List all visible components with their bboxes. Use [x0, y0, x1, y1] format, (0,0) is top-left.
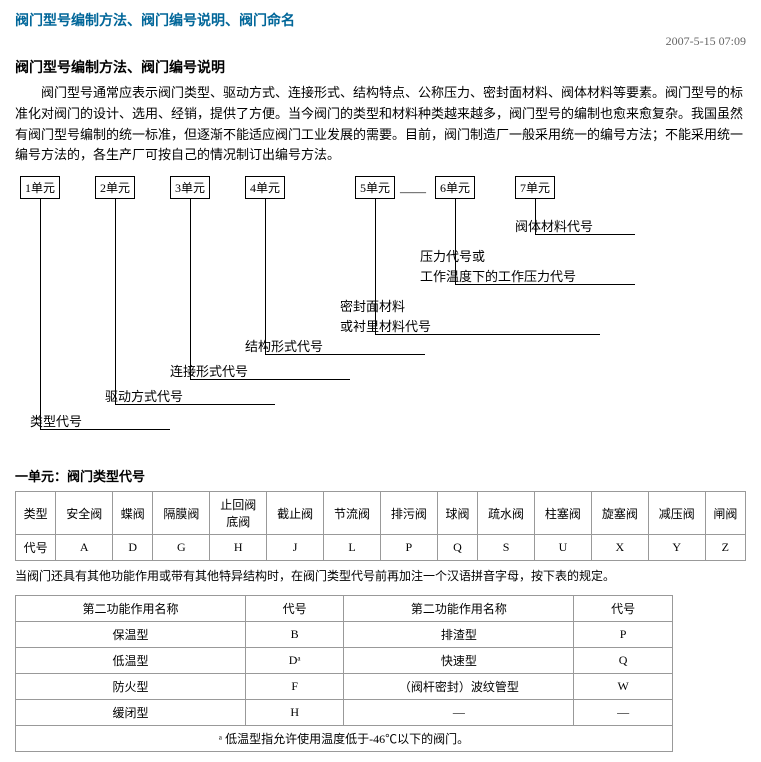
t2-cell: Dᵃ	[245, 648, 344, 674]
desc-label-6: 连接形式代号	[170, 361, 248, 380]
t1-header-cell: 球阀	[437, 492, 477, 535]
t2-header-cell: 代号	[574, 596, 673, 622]
t1-header-cell: 闸阀	[705, 492, 745, 535]
t2-header-cell: 第二功能作用名称	[16, 596, 246, 622]
t2-cell: P	[574, 622, 673, 648]
unit-diagram: 1单元 2单元 3单元 4单元 5单元 6单元 7单元 —— 阀体材料代号压力代号或工作温度下的…	[15, 176, 746, 436]
t1-header-cell: 柱塞阀	[534, 492, 591, 535]
t1-header-cell: 疏水阀	[478, 492, 535, 535]
t1-header-cell: 旋塞阀	[591, 492, 648, 535]
t1-row-cell: 代号	[16, 535, 56, 561]
timestamp: 2007-5-15 07:09	[15, 34, 746, 49]
t1-header-cell: 排污阀	[380, 492, 437, 535]
page-title: 阀门型号编制方法、阀门编号说明、阀门命名	[15, 10, 746, 30]
unit-box-2: 2单元	[95, 176, 135, 199]
unit-box-3: 3单元	[170, 176, 210, 199]
table-second-function: 第二功能作用名称代号第二功能作用名称代号 保温型B排渣型P低温型Dᵃ快速型Q防火…	[15, 595, 673, 752]
section1-title: 一单元：阀门类型代号	[15, 466, 746, 485]
t2-cell: 低温型	[16, 648, 246, 674]
desc-label-8: 类型代号	[30, 411, 82, 430]
t1-row-cell: D	[113, 535, 153, 561]
t1-row-cell: G	[153, 535, 210, 561]
t2-cell: H	[245, 700, 344, 726]
t1-row-cell: P	[380, 535, 437, 561]
unit-box-5: 5单元	[355, 176, 395, 199]
t2-cell: 快速型	[344, 648, 574, 674]
unit-box-7: 7单元	[515, 176, 555, 199]
t1-row-cell: J	[267, 535, 324, 561]
desc-label-3: 密封面材料	[340, 296, 405, 315]
unit-box-6: 6单元	[435, 176, 475, 199]
t1-row-cell: Q	[437, 535, 477, 561]
t1-row-cell: Y	[648, 535, 705, 561]
t1-header-cell: 截止阀	[267, 492, 324, 535]
t1-row-cell: X	[591, 535, 648, 561]
t1-row-cell: Z	[705, 535, 745, 561]
t2-cell: B	[245, 622, 344, 648]
t2-cell: —	[344, 700, 574, 726]
desc-label-7: 驱动方式代号	[105, 386, 183, 405]
t2-cell: 防火型	[16, 674, 246, 700]
table2-footnote: ᵃ 低温型指允许使用温度低于-46℃以下的阀门。	[16, 726, 673, 752]
t1-header-cell: 减压阀	[648, 492, 705, 535]
t2-cell: —	[574, 700, 673, 726]
unit-dash: ——	[400, 184, 426, 200]
t2-cell: W	[574, 674, 673, 700]
t2-header-cell: 代号	[245, 596, 344, 622]
t1-row-cell: A	[56, 535, 113, 561]
note1: 当阀门还具有其他功能作用或带有其他特异结构时，在阀门类型代号前再加注一个汉语拼音…	[15, 567, 746, 585]
unit-box-1: 1单元	[20, 176, 60, 199]
subtitle: 阀门型号编制方法、阀门编号说明	[15, 57, 746, 77]
t1-header-cell: 类型	[16, 492, 56, 535]
t2-cell: 排渣型	[344, 622, 574, 648]
t1-header-cell: 节流阀	[324, 492, 381, 535]
desc-label-4: 或衬里材料代号	[340, 316, 431, 335]
t1-row-cell: U	[534, 535, 591, 561]
t1-header-cell: 蝶阀	[113, 492, 153, 535]
t2-cell: Q	[574, 648, 673, 674]
table-valve-types: 类型安全阀蝶阀隔膜阀止回阀底阀截止阀节流阀排污阀球阀疏水阀柱塞阀旋塞阀减压阀闸阀…	[15, 491, 746, 561]
desc-label-1: 压力代号或	[420, 246, 485, 265]
t2-cell: （阀杆密封）波纹管型	[344, 674, 574, 700]
t1-row-cell: L	[324, 535, 381, 561]
intro-paragraph: 阀门型号通常应表示阀门类型、驱动方式、连接形式、结构特点、公称压力、密封面材料、…	[15, 83, 746, 166]
t2-cell: 缓闭型	[16, 700, 246, 726]
desc-label-0: 阀体材料代号	[515, 216, 593, 235]
t1-header-cell: 隔膜阀	[153, 492, 210, 535]
t2-cell: F	[245, 674, 344, 700]
desc-label-5: 结构形式代号	[245, 336, 323, 355]
t1-header-cell: 安全阀	[56, 492, 113, 535]
t2-cell: 保温型	[16, 622, 246, 648]
t1-header-cell: 止回阀底阀	[210, 492, 267, 535]
t1-row-cell: H	[210, 535, 267, 561]
desc-label-2: 工作温度下的工作压力代号	[420, 266, 576, 285]
unit-box-4: 4单元	[245, 176, 285, 199]
t1-row-cell: S	[478, 535, 535, 561]
t2-header-cell: 第二功能作用名称	[344, 596, 574, 622]
